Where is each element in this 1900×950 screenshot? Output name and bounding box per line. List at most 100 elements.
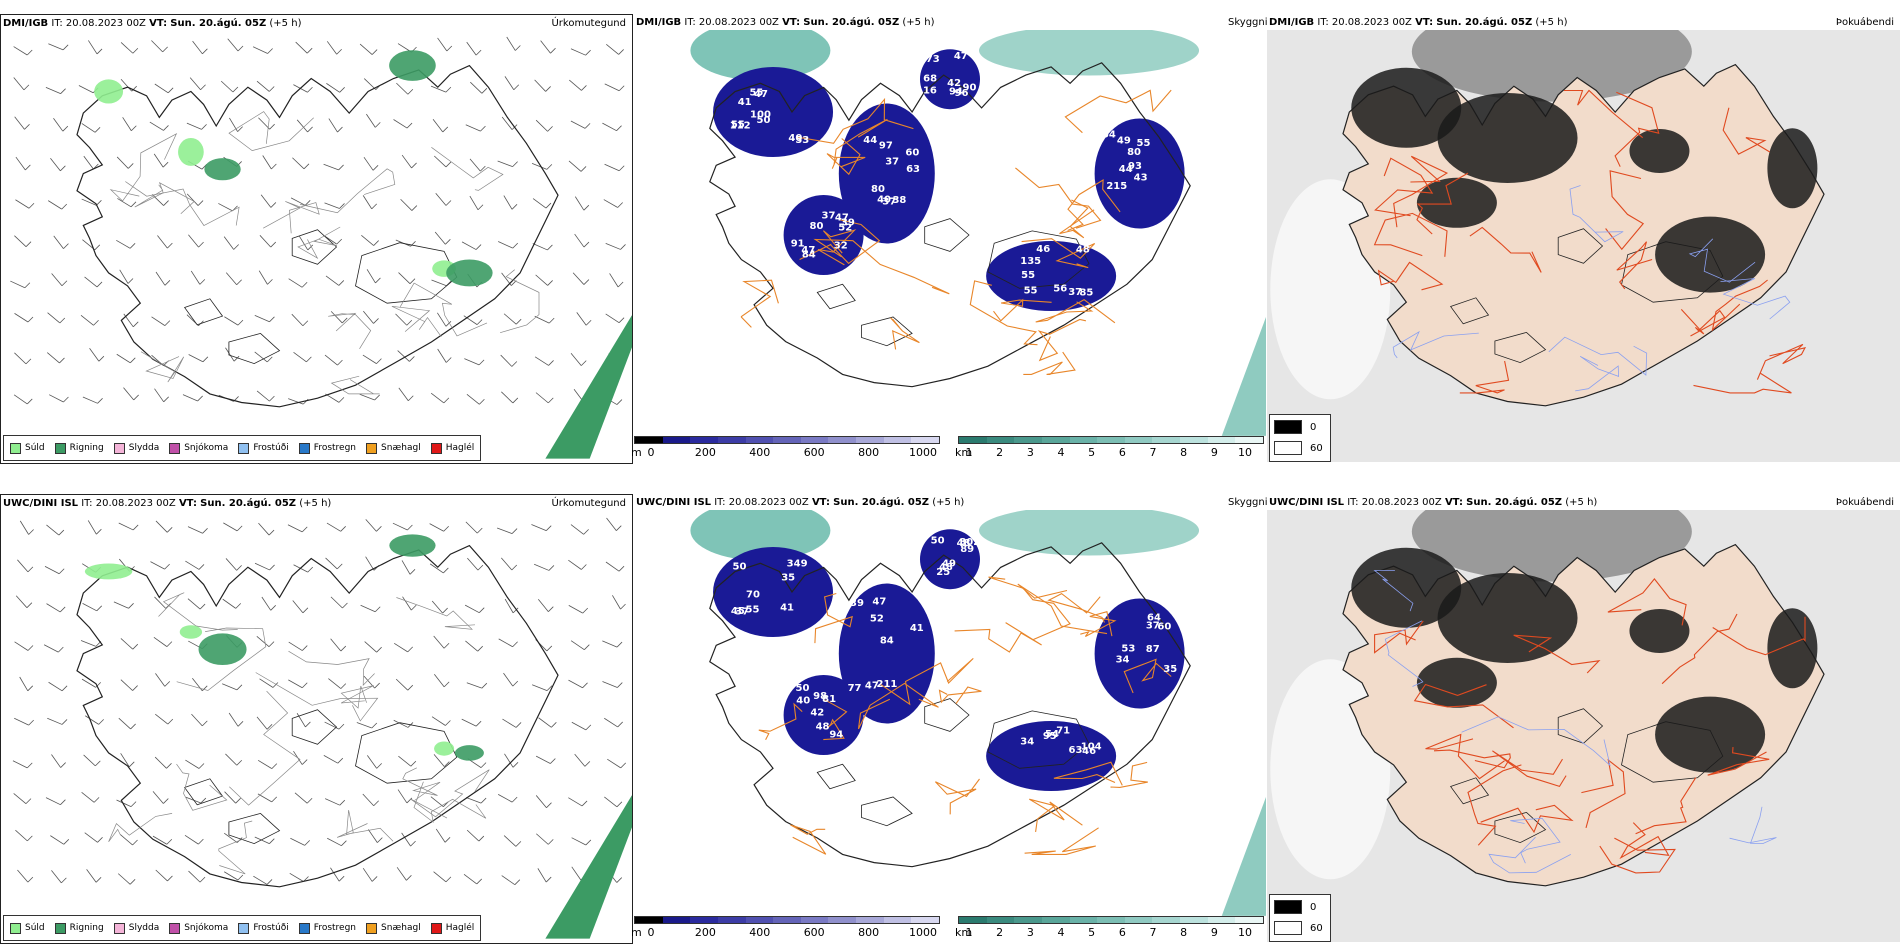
road-line — [288, 650, 375, 686]
wind-barb-flag — [62, 125, 69, 132]
wind-barb-flag — [306, 47, 313, 54]
wind-barb-flag — [164, 563, 170, 570]
wind-barb — [602, 122, 617, 132]
wind-barb — [154, 756, 167, 769]
wind-barb-flag — [128, 761, 135, 768]
wind-barb-flag — [512, 397, 519, 404]
cloud-base-value: 94 — [949, 86, 963, 97]
wind-barb — [504, 598, 514, 614]
wind-barb — [13, 77, 25, 91]
road-line — [328, 312, 372, 349]
cloud-base-value: 46 — [1082, 746, 1096, 757]
wind-barb-flag — [481, 682, 488, 689]
road-line — [1707, 747, 1770, 776]
glacier-outline — [355, 722, 458, 784]
wind-barb-flag — [443, 567, 449, 574]
colorbar-tick: 4 — [1057, 926, 1065, 939]
cloud-panel-bottom: UWC/DINI ISL IT: 20.08.2023 00Z VT: Sun.… — [634, 494, 1266, 920]
low-cloud-area — [1094, 598, 1185, 709]
cloud-base-value: 47 — [754, 89, 768, 100]
wind-barb-flag — [583, 279, 590, 285]
wind-barb — [503, 313, 517, 325]
wind-barb — [327, 837, 342, 847]
wind-barb — [469, 158, 481, 172]
wind-barb — [120, 753, 130, 768]
wind-barb — [434, 674, 445, 688]
colorbar-tick: 2 — [996, 926, 1004, 939]
cloud-base-value: 41 — [738, 97, 752, 108]
wind-barb — [123, 313, 134, 328]
wind-barb — [259, 678, 274, 688]
legend-label: Slydda — [128, 923, 160, 933]
wind-barb-flag — [340, 645, 347, 652]
cloud-base-value: 35 — [1163, 664, 1177, 675]
road-line — [1720, 278, 1791, 320]
wind-barb — [46, 603, 61, 613]
cloud-base-value: 47 — [801, 245, 815, 256]
wind-barb-flag — [616, 525, 622, 531]
wind-barb — [299, 236, 309, 251]
wind-barb-flag — [477, 564, 484, 571]
wind-barb — [116, 156, 129, 169]
cloud-base-value: 215 — [1106, 181, 1127, 192]
road-line — [297, 226, 341, 260]
road-line — [1080, 611, 1117, 637]
field-name: Þokuábendi — [1835, 17, 1894, 28]
fog-area — [1767, 608, 1818, 689]
wind-barb-flag — [546, 164, 553, 170]
wind-barb-flag — [339, 799, 346, 806]
legend-label: Frostúði — [253, 923, 289, 933]
wind-barb — [535, 119, 548, 132]
legend-swatch — [366, 922, 378, 934]
glacier-outline — [291, 709, 338, 745]
legend-swatch — [238, 442, 250, 454]
wind-barb — [401, 560, 411, 575]
wind-barb-flag — [63, 396, 69, 403]
wind-barb-flag — [235, 797, 241, 804]
wind-barb-flag — [162, 46, 168, 53]
fog-legend: 0 60 — [1269, 414, 1331, 462]
wind-barb — [14, 313, 29, 323]
wind-barb-flag — [132, 685, 138, 691]
wind-barb — [87, 520, 97, 535]
road-line — [263, 201, 320, 234]
cloud-panel-top: DMI/IGB IT: 20.08.2023 00Z VT: Sun. 20.á… — [634, 14, 1266, 440]
wind-barb-flag — [515, 722, 522, 728]
cloud-base-value: 53 — [1121, 643, 1135, 654]
legend-item: Haglél — [430, 442, 474, 454]
wind-barb-flag — [131, 125, 137, 132]
cloud-base-value: 48 — [957, 538, 971, 549]
road-line — [1035, 299, 1116, 324]
wind-barb-flag — [271, 163, 277, 170]
wind-barb — [187, 526, 203, 534]
wind-barb — [89, 347, 100, 362]
field-name: Úrkomutegund — [551, 498, 626, 509]
panel-header: DMI/IGB IT: 20.08.2023 00Z VT: Sun. 20.á… — [1269, 17, 1894, 28]
cloud-base-value: 71 — [1056, 725, 1070, 736]
wind-barb — [535, 274, 548, 286]
wind-barb — [154, 83, 169, 94]
wind-barb-flag — [304, 200, 311, 206]
wind-barb — [43, 644, 59, 653]
road-line — [1712, 616, 1806, 656]
wind-barb — [330, 596, 343, 609]
road-line — [336, 810, 394, 842]
wind-barb — [220, 80, 234, 93]
road-line — [1581, 758, 1626, 829]
wind-barb — [362, 195, 373, 210]
cloud-base-value: 52 — [838, 222, 852, 233]
road-line — [1693, 372, 1792, 394]
wind-barb-flag — [302, 320, 309, 327]
precip-area — [389, 50, 436, 81]
colorbar-tick: 6 — [1118, 926, 1126, 939]
road-line — [1616, 241, 1653, 290]
wind-barb-flag — [585, 319, 592, 326]
road-line — [410, 769, 490, 819]
colorbar-tick: 1000 — [909, 926, 937, 939]
wind-barb-flag — [620, 603, 626, 610]
wind-barb — [225, 272, 237, 285]
wind-barb-flag — [581, 800, 588, 807]
legend-swatch — [238, 922, 250, 934]
wind-barb-flag — [198, 241, 204, 248]
visibility-area — [979, 505, 1200, 556]
